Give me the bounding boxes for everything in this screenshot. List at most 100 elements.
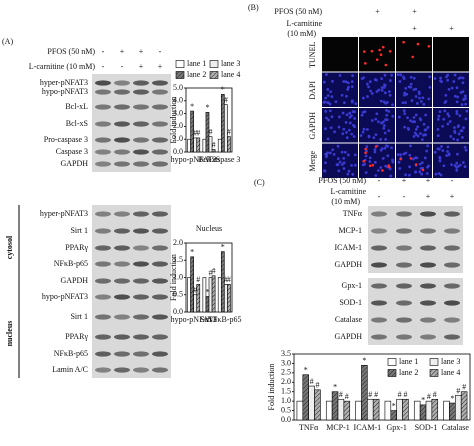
blot-band	[152, 351, 168, 357]
micrograph	[322, 108, 358, 143]
tunel-dot	[364, 151, 367, 155]
nucleus-dot	[455, 161, 459, 165]
y-tick-label: 1.5	[281, 387, 291, 396]
nucleus-dot	[447, 152, 451, 156]
significance-mark: *	[205, 287, 209, 296]
y-axis-label: Fold induction	[267, 364, 276, 411]
blot-band	[114, 80, 130, 86]
significance-mark: #	[193, 129, 197, 138]
significance-mark: #	[310, 377, 314, 386]
bar	[217, 138, 222, 153]
nucleus-dot	[328, 151, 332, 155]
nucleus-dot	[417, 92, 421, 96]
treatment-sign: +	[139, 47, 144, 56]
significance-mark: *	[190, 102, 194, 111]
nucleus-dot	[438, 156, 442, 160]
blot-band	[371, 228, 387, 234]
legend-label: lane 1	[399, 357, 418, 366]
treatment-sign: -	[121, 62, 124, 71]
nucleus-dot	[326, 151, 329, 155]
nucleus-dot	[372, 136, 376, 140]
bar	[384, 400, 392, 421]
nucleus-dot	[345, 94, 348, 98]
blot-band	[114, 161, 130, 167]
blot-band	[152, 245, 168, 251]
nucleus-dot	[367, 135, 371, 139]
tunel-dot	[384, 63, 388, 67]
nucleus-dot	[391, 160, 395, 164]
bar	[361, 365, 368, 421]
treatment-sign: -	[102, 62, 105, 71]
blot-band	[133, 137, 149, 143]
tunel-dot	[378, 48, 381, 52]
nucleus-dot	[453, 73, 457, 77]
x-tick-label: Bcl-xS	[198, 155, 220, 164]
y-tick-label: 2.0	[281, 377, 291, 386]
blot-band	[114, 314, 130, 320]
significance-mark: #	[462, 383, 466, 392]
bar	[449, 402, 456, 421]
significance-mark: #	[456, 386, 460, 395]
nucleus-dot	[399, 73, 403, 77]
significance-mark: #	[224, 95, 228, 104]
blot-band	[95, 228, 111, 234]
bar	[224, 104, 228, 153]
significance-mark: *	[205, 103, 209, 112]
blot-row-label: Lamin A/C	[52, 365, 88, 374]
significance-mark: #	[209, 268, 213, 277]
significance-mark: #	[209, 127, 213, 136]
bar	[455, 395, 462, 421]
nucleus-dot	[442, 164, 446, 168]
tunel-dot	[388, 50, 392, 53]
nucleus-dot	[346, 172, 350, 176]
legend-label: lane 3	[221, 59, 240, 68]
bar	[367, 398, 374, 421]
nucleus-dot	[460, 136, 464, 139]
tunel-dot	[414, 163, 418, 166]
bar	[419, 404, 427, 421]
nucleus-dot	[422, 133, 425, 137]
nucleus-dot	[414, 170, 417, 174]
nucleus-dot	[370, 119, 374, 122]
nucleus-dot	[463, 94, 467, 98]
bar	[205, 296, 210, 313]
nucleus-dot	[446, 145, 450, 149]
nucleus-dot	[444, 93, 448, 97]
blot-band	[396, 211, 412, 217]
legend-label: lane 4	[441, 368, 460, 377]
nucleus-dot	[397, 115, 401, 119]
x-tick-label: Caspase 3	[208, 155, 240, 164]
nucleus-dot	[386, 154, 390, 158]
micrograph	[433, 37, 469, 72]
nucleus-dot	[385, 113, 389, 117]
nucleus-dot	[324, 155, 328, 159]
nucleus-dot	[418, 162, 422, 166]
legend-swatch	[429, 358, 439, 366]
nucleus-dot	[409, 119, 412, 122]
nucleus-dot	[353, 153, 357, 157]
blot-band	[114, 261, 130, 267]
significance-mark: #	[368, 390, 372, 399]
x-tick-label: ICAM-1	[354, 423, 382, 432]
image-row-label: GAPDH	[308, 112, 317, 140]
blot-band	[133, 161, 149, 167]
significance-mark: #	[212, 267, 216, 276]
nucleus-dot	[388, 93, 392, 97]
nucleus-dot	[352, 123, 355, 127]
fraction-label: nucleus	[5, 321, 14, 347]
treatment-label: L-carnitine	[330, 187, 366, 196]
nucleus-dot	[436, 134, 440, 138]
treatment-sign: -	[378, 192, 381, 201]
nucleus-dot	[350, 99, 354, 103]
blot-band	[95, 334, 111, 340]
y-tick-label: 3.0	[281, 358, 291, 367]
nucleus-dot	[361, 163, 365, 167]
nucleus-dot	[442, 117, 446, 121]
blot-band	[133, 104, 149, 110]
nucleus-dot	[447, 87, 451, 91]
nucleus-dot	[331, 148, 335, 152]
nucleus-dot	[441, 149, 445, 152]
blot-band	[95, 261, 111, 267]
nucleus-dot	[340, 163, 344, 166]
nucleus-dot	[397, 160, 401, 164]
